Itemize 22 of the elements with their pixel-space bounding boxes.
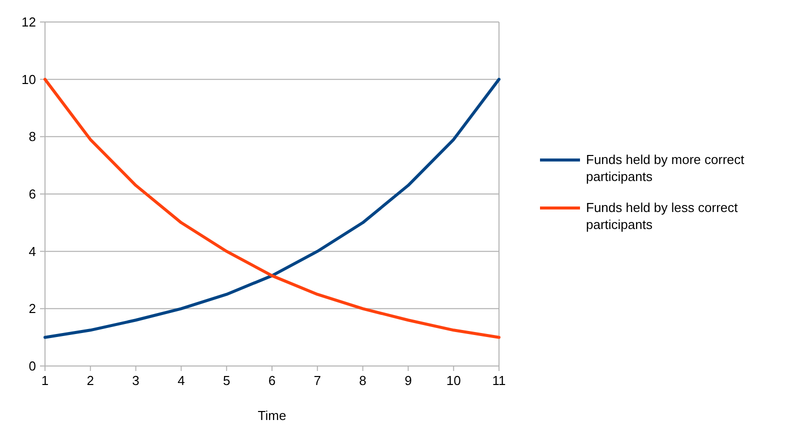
- legend-label: Funds held by less correct participants: [586, 200, 738, 232]
- x-tick-label: 1: [41, 373, 49, 388]
- x-tick-label: 2: [86, 373, 94, 388]
- y-tick-label: 12: [22, 14, 36, 30]
- x-tick-label: 6: [268, 373, 276, 388]
- x-tick-label: 10: [446, 373, 461, 388]
- y-tick-label: 2: [28, 301, 36, 316]
- y-tick-label: 4: [28, 244, 36, 259]
- x-tick-label: 4: [178, 373, 185, 388]
- y-tick-label: 6: [28, 186, 36, 202]
- y-tick-label: 10: [22, 72, 36, 87]
- x-axis-title: Time: [258, 408, 286, 423]
- x-tick-label: 7: [314, 373, 322, 388]
- legend-label: Funds held by more correct participants: [586, 152, 745, 184]
- x-tick-label: 3: [132, 373, 140, 388]
- x-tick-label: 8: [359, 373, 366, 388]
- x-tick-label: 11: [492, 373, 506, 388]
- line-series: [44, 78, 500, 339]
- x-tick-label: 5: [222, 373, 230, 388]
- y-tick-label: 8: [28, 129, 36, 144]
- x-tick-label: 9: [404, 373, 412, 388]
- y-tick-label: 0: [28, 358, 36, 374]
